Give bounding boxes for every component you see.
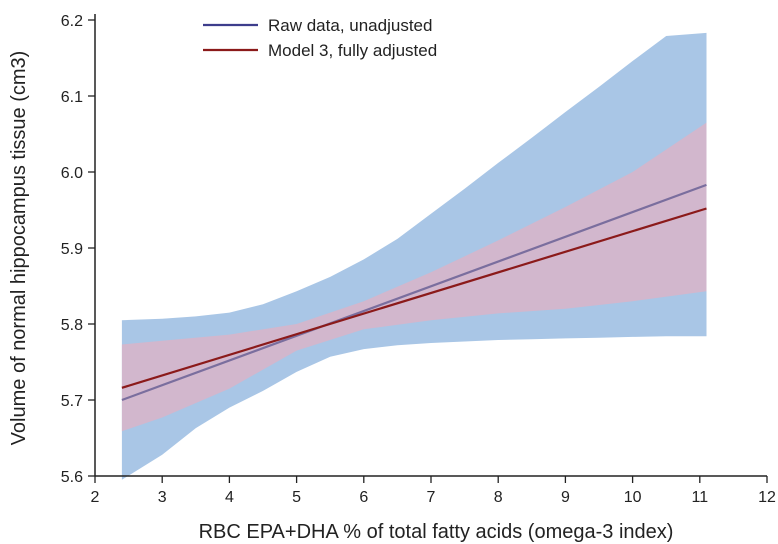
- series-line-1: [121, 183, 707, 402]
- x-tick-label: 9: [561, 489, 570, 506]
- x-tick-label: 10: [624, 489, 642, 506]
- y-tick-label: 6.2: [61, 13, 83, 30]
- x-tick-label: 4: [225, 489, 234, 506]
- ci-band-1: [121, 32, 707, 480]
- x-tick-label: 3: [158, 489, 167, 506]
- legend: Raw data, unadjusted Model 3, fully adjus…: [203, 16, 437, 60]
- y-tick-label: 5.6: [61, 469, 83, 486]
- ci-band-2: [121, 122, 707, 432]
- legend-label-1: Raw data, unadjusted: [268, 16, 432, 35]
- x-tick-label: 2: [91, 489, 100, 506]
- x-tick-label: 11: [691, 489, 708, 506]
- legend-label-2: Model 3, fully adjusted: [268, 41, 437, 60]
- x-tick-label: 7: [427, 489, 436, 506]
- y-axis-label: Volume of normal hippocampus tissue (cm3…: [8, 51, 30, 446]
- x-axis-label: RBC EPA+DHA % of total fatty acids (omeg…: [199, 521, 674, 543]
- series-line-2: [121, 207, 707, 389]
- x-tick-label: 5: [292, 489, 301, 506]
- x-tick-label: 8: [494, 489, 503, 506]
- y-tick-label: 6.0: [61, 165, 83, 182]
- y-tick-label: 5.7: [61, 393, 83, 410]
- x-tick-label: 6: [359, 489, 368, 506]
- y-tick-label: 6.1: [61, 89, 83, 106]
- axes: 2 3 4 5 6 7 8 9 10 11 12 5.6 5.7 5.8 5.9 6.0 6.1 6.2: [61, 13, 776, 506]
- y-tick-label: 5.9: [61, 241, 83, 258]
- trend-lines: [121, 183, 707, 402]
- confidence-bands: [121, 32, 707, 480]
- x-tick-label: 12: [758, 489, 776, 506]
- y-tick-label: 5.8: [61, 317, 83, 334]
